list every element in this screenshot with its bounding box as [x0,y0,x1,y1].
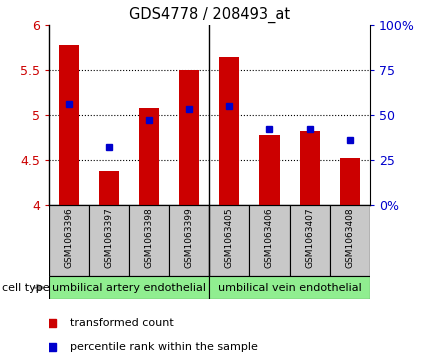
Text: GSM1063406: GSM1063406 [265,207,274,268]
Bar [179,70,199,205]
Text: GSM1063405: GSM1063405 [225,207,234,268]
Bar [289,205,330,276]
Text: transformed count: transformed count [70,318,173,328]
Bar [49,205,89,276]
Text: GSM1063398: GSM1063398 [144,207,154,268]
Bar [259,135,280,205]
Bar [99,171,119,205]
Bar [340,158,360,205]
Bar [219,57,239,205]
Bar [249,205,289,276]
Bar [139,108,159,205]
Bar [59,45,79,205]
Text: GSM1063399: GSM1063399 [185,207,194,268]
Bar [209,205,249,276]
Text: GSM1063396: GSM1063396 [65,207,74,268]
Text: GSM1063397: GSM1063397 [105,207,113,268]
Bar [49,276,209,299]
Bar [169,205,209,276]
Text: GSM1063407: GSM1063407 [305,207,314,268]
Text: percentile rank within the sample: percentile rank within the sample [70,342,258,352]
Text: GSM1063408: GSM1063408 [345,207,354,268]
Text: umbilical vein endothelial: umbilical vein endothelial [218,283,361,293]
Bar [330,205,370,276]
Bar [129,205,169,276]
Bar [209,276,370,299]
Text: cell type: cell type [2,283,50,293]
Title: GDS4778 / 208493_at: GDS4778 / 208493_at [129,7,290,23]
Bar [300,131,320,205]
Bar [89,205,129,276]
Text: umbilical artery endothelial: umbilical artery endothelial [52,283,206,293]
